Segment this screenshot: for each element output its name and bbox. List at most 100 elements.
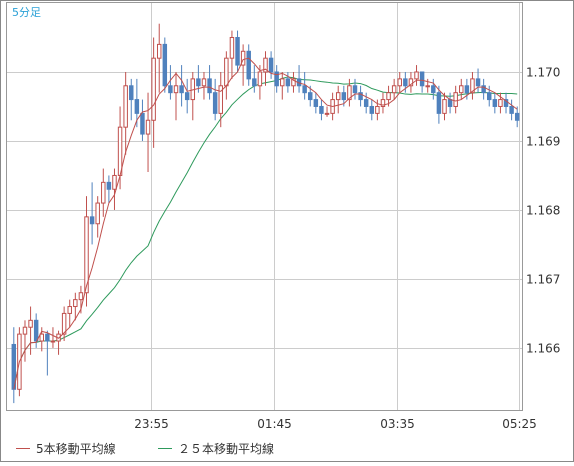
y-tick-label: 1.168 bbox=[526, 204, 560, 218]
timeframe-label: 5分足 bbox=[12, 6, 41, 19]
candle-body bbox=[369, 105, 375, 114]
candle-body bbox=[240, 50, 246, 66]
candle-body bbox=[218, 85, 223, 114]
candle-body bbox=[39, 333, 44, 342]
y-tick-label: 1.170 bbox=[526, 66, 560, 80]
candle-body bbox=[347, 85, 352, 101]
candle-body bbox=[196, 78, 201, 87]
candle-body bbox=[268, 57, 274, 73]
candle-body bbox=[492, 99, 498, 107]
candle-body bbox=[78, 292, 84, 301]
candle-body bbox=[229, 36, 235, 59]
candle-body bbox=[235, 36, 240, 66]
candle-body bbox=[375, 105, 380, 114]
candle-body bbox=[112, 174, 117, 190]
candle-body bbox=[207, 78, 212, 94]
candle-body bbox=[156, 43, 162, 59]
candle-body bbox=[391, 85, 397, 94]
candle-body bbox=[101, 181, 106, 204]
candle-body bbox=[419, 71, 425, 87]
candle-body bbox=[436, 92, 442, 114]
candle-body bbox=[514, 112, 520, 121]
candle-body bbox=[335, 92, 341, 101]
candle-body bbox=[263, 57, 268, 73]
candle-body bbox=[313, 99, 319, 107]
candle-body bbox=[403, 78, 408, 87]
candle-body bbox=[363, 99, 369, 107]
candle-body bbox=[140, 112, 145, 135]
candle-body bbox=[179, 85, 184, 94]
candle-body bbox=[123, 85, 128, 128]
candle-body bbox=[481, 85, 486, 94]
candle-body bbox=[498, 99, 503, 107]
candle-body bbox=[459, 85, 464, 94]
y-tick-label: 1.169 bbox=[526, 135, 560, 149]
candle-body bbox=[414, 71, 419, 80]
candle-body bbox=[50, 340, 56, 343]
candle-layer bbox=[11, 23, 520, 404]
candle-body bbox=[470, 78, 475, 94]
candle-body bbox=[257, 71, 263, 87]
candle-body bbox=[252, 78, 257, 87]
candle-body bbox=[246, 50, 251, 80]
candle-body bbox=[324, 112, 330, 115]
candle-body bbox=[358, 92, 363, 101]
x-tick-labels: 23:55 01:45 03:35 05:25 bbox=[134, 417, 537, 431]
y-tick-label: 1.166 bbox=[526, 342, 560, 356]
candle-body bbox=[447, 99, 453, 107]
candle-body bbox=[352, 85, 358, 94]
candle-body bbox=[397, 78, 402, 87]
candle-body bbox=[408, 78, 414, 87]
candle-body bbox=[464, 85, 470, 94]
candle-body bbox=[274, 71, 279, 87]
candle-body bbox=[291, 78, 296, 87]
legend-swatch-ma5 bbox=[16, 448, 30, 449]
candle-body bbox=[380, 99, 386, 107]
candle-body bbox=[134, 99, 140, 114]
candle-body bbox=[285, 78, 291, 87]
candle-body bbox=[319, 105, 324, 114]
candle-body bbox=[168, 85, 173, 94]
y-tick-label: 1.167 bbox=[526, 273, 560, 287]
candle-body bbox=[224, 57, 229, 87]
candle-body bbox=[106, 181, 112, 190]
candle-body bbox=[308, 92, 313, 101]
candle-body bbox=[33, 319, 39, 342]
candle-body bbox=[67, 306, 72, 314]
candle-body bbox=[145, 119, 151, 135]
candle-body bbox=[89, 216, 95, 225]
x-tick-label: 23:55 bbox=[134, 417, 169, 431]
candle-body bbox=[84, 216, 89, 294]
x-tick-label: 05:25 bbox=[502, 417, 537, 431]
candle-body bbox=[453, 92, 458, 107]
candle-body bbox=[509, 105, 514, 114]
candle-body bbox=[184, 92, 190, 101]
candle-body bbox=[503, 99, 509, 107]
candle-body bbox=[442, 99, 447, 114]
candle-body bbox=[431, 85, 436, 94]
candle-body bbox=[173, 85, 179, 94]
x-tick-label: 03:35 bbox=[380, 417, 415, 431]
candle-body bbox=[425, 85, 430, 88]
candle-body bbox=[28, 319, 33, 328]
candle-body bbox=[162, 43, 168, 87]
ma5-line bbox=[13, 57, 518, 390]
candle-body bbox=[302, 85, 307, 94]
ma5-layer bbox=[13, 57, 518, 390]
legend-label-ma25: ２５本移動平均線 bbox=[178, 442, 275, 456]
legend-label-ma5: 5本移動平均線 bbox=[36, 442, 116, 456]
x-tick-label: 01:45 bbox=[257, 417, 292, 431]
candle-body bbox=[61, 312, 67, 335]
candle-body bbox=[212, 92, 218, 114]
candle-body bbox=[73, 299, 78, 308]
legend-swatch-ma25 bbox=[158, 448, 172, 449]
candle-body bbox=[129, 85, 134, 101]
candle-body bbox=[45, 333, 50, 342]
candle-body bbox=[475, 78, 481, 87]
candle-body bbox=[487, 92, 492, 101]
candle-body bbox=[95, 202, 100, 225]
candle-body bbox=[201, 78, 207, 87]
candle-body bbox=[386, 92, 391, 101]
